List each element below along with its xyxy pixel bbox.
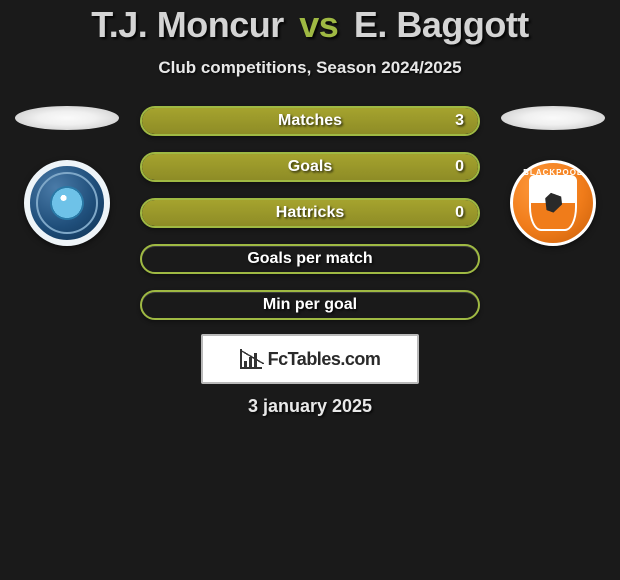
stat-bar-matches: Matches 3 bbox=[140, 106, 480, 136]
left-column bbox=[12, 106, 122, 246]
stat-value: 0 bbox=[455, 204, 464, 222]
stat-bar-hattricks: Hattricks 0 bbox=[140, 198, 480, 228]
chart-icon bbox=[240, 349, 262, 369]
vs-separator: vs bbox=[299, 4, 338, 45]
main-row: Matches 3 Goals 0 Hattricks 0 Goals per … bbox=[0, 106, 620, 320]
stat-label: Hattricks bbox=[276, 204, 344, 222]
club-badge-left bbox=[24, 160, 110, 246]
stat-bar-goals: Goals 0 bbox=[140, 152, 480, 182]
right-column: BLACKPOOL bbox=[498, 106, 608, 246]
stat-bar-min-per-goal: Min per goal bbox=[140, 290, 480, 320]
player1-name: T.J. Moncur bbox=[91, 4, 284, 45]
stat-label: Min per goal bbox=[263, 296, 357, 314]
brand-logo-box[interactable]: FcTables.com bbox=[201, 334, 419, 384]
stat-bar-goals-per-match: Goals per match bbox=[140, 244, 480, 274]
player2-name: E. Baggott bbox=[354, 4, 529, 45]
stats-column: Matches 3 Goals 0 Hattricks 0 Goals per … bbox=[140, 106, 480, 320]
comparison-card: T.J. Moncur vs E. Baggott Club competiti… bbox=[0, 0, 620, 417]
brand-name: FcTables.com bbox=[268, 349, 381, 370]
player2-avatar-placeholder bbox=[501, 106, 605, 130]
page-title: T.J. Moncur vs E. Baggott bbox=[0, 4, 620, 46]
badge-shield bbox=[529, 175, 577, 231]
stat-label: Goals per match bbox=[247, 250, 372, 268]
stat-label: Matches bbox=[278, 112, 342, 130]
stat-label: Goals bbox=[288, 158, 332, 176]
player1-avatar-placeholder bbox=[15, 106, 119, 130]
club-badge-right: BLACKPOOL bbox=[510, 160, 596, 246]
date-label: 3 january 2025 bbox=[0, 396, 620, 417]
stat-value: 0 bbox=[455, 158, 464, 176]
stat-value: 3 bbox=[455, 112, 464, 130]
subtitle: Club competitions, Season 2024/2025 bbox=[0, 58, 620, 78]
